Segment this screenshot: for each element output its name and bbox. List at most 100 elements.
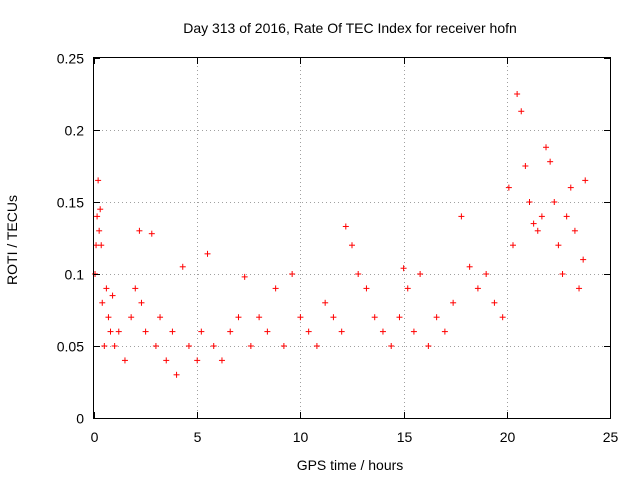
- data-point: [509, 242, 516, 249]
- data-point: [272, 285, 279, 292]
- data-point: [173, 371, 180, 378]
- data-point: [417, 271, 424, 277]
- data-point: [433, 314, 440, 321]
- data-point: [305, 328, 312, 335]
- data-point: [547, 158, 554, 165]
- data-point: [538, 213, 545, 220]
- data-point: [534, 227, 541, 234]
- y-tick-label: 0.1: [65, 267, 85, 283]
- data-point: [338, 328, 345, 335]
- data-point: [582, 177, 589, 184]
- data-point: [580, 256, 587, 263]
- data-point: [400, 265, 407, 272]
- data-point: [185, 343, 192, 349]
- data-point: [179, 263, 186, 270]
- data-point: [289, 271, 296, 277]
- data-point: [518, 108, 525, 115]
- x-tick-label: 15: [397, 429, 413, 445]
- data-point: [115, 328, 122, 335]
- data-point: [96, 227, 103, 234]
- x-tick-label: 0: [91, 429, 99, 445]
- data-point: [313, 343, 320, 349]
- data-point: [522, 163, 529, 169]
- data-point: [543, 144, 550, 151]
- data-point: [241, 273, 248, 280]
- data-point: [107, 328, 114, 335]
- data-point: [330, 314, 337, 321]
- data-point: [227, 328, 234, 335]
- data-point: [363, 285, 370, 292]
- data-point: [136, 227, 143, 234]
- data-point: [95, 177, 102, 184]
- data-point: [514, 91, 521, 97]
- grid-layer: [94, 58, 610, 418]
- data-point: [441, 328, 448, 335]
- y-axis-title: ROTI / TECUs: [4, 195, 20, 285]
- y-tick-label: 0.05: [57, 339, 84, 355]
- x-axis-title: GPS time / hours: [297, 457, 404, 473]
- data-point: [342, 223, 349, 230]
- data-point: [98, 242, 105, 249]
- data-point: [563, 213, 570, 220]
- data-point: [425, 343, 432, 349]
- ticks-layer: 0 5 10 15 20 25 0 0.05 0.1 0.15 0.2 0.25: [57, 51, 619, 446]
- data-point: [218, 357, 225, 364]
- data-point: [379, 328, 386, 335]
- data-point: [450, 299, 457, 306]
- x-tick-label: 25: [603, 429, 619, 445]
- data-point: [210, 343, 217, 349]
- data-point: [410, 328, 417, 335]
- data-point: [483, 271, 490, 277]
- y-tick-label: 0.2: [65, 123, 85, 139]
- data-point: [491, 299, 498, 306]
- data-point: [109, 292, 116, 299]
- data-point: [128, 314, 135, 321]
- data-point: [148, 230, 155, 237]
- data-point: [355, 271, 362, 277]
- data-point: [99, 299, 106, 306]
- x-tick-label: 5: [194, 429, 202, 445]
- data-point: [530, 220, 537, 227]
- y-tick-label: 0.25: [57, 51, 84, 67]
- data-point: [474, 285, 481, 292]
- plot-frame: [93, 57, 611, 419]
- data-point: [458, 213, 465, 220]
- data-point: [235, 314, 242, 321]
- data-point: [576, 285, 583, 292]
- data-point: [198, 328, 205, 335]
- x-tick-label: 10: [293, 429, 309, 445]
- data-point: [555, 242, 562, 249]
- y-tick-label: 0.15: [57, 195, 84, 211]
- data-point: [551, 199, 558, 205]
- data-point: [169, 328, 176, 335]
- data-point: [505, 184, 512, 191]
- data-point: [280, 343, 287, 349]
- data-point: [105, 314, 112, 321]
- data-point: [138, 299, 145, 306]
- points-layer: [92, 91, 589, 378]
- data-point: [94, 213, 101, 220]
- data-point: [142, 328, 149, 335]
- data-point: [121, 357, 128, 364]
- data-point: [559, 271, 566, 277]
- data-point: [163, 357, 170, 364]
- y-tick-label: 0: [76, 411, 84, 427]
- data-point: [247, 343, 254, 349]
- x-tick-label: 20: [500, 429, 516, 445]
- data-point: [204, 250, 211, 257]
- data-point: [322, 299, 329, 306]
- data-point: [97, 206, 104, 213]
- data-point: [297, 314, 304, 321]
- chart-title: Day 313 of 2016, Rate Of TEC Index for r…: [183, 20, 517, 36]
- data-point: [466, 263, 473, 270]
- data-point: [93, 242, 100, 249]
- data-point: [526, 199, 533, 205]
- data-point: [152, 343, 159, 349]
- data-point: [404, 285, 411, 292]
- data-point: [349, 242, 355, 249]
- data-point: [103, 285, 110, 292]
- data-point: [396, 314, 403, 321]
- data-point: [499, 314, 506, 321]
